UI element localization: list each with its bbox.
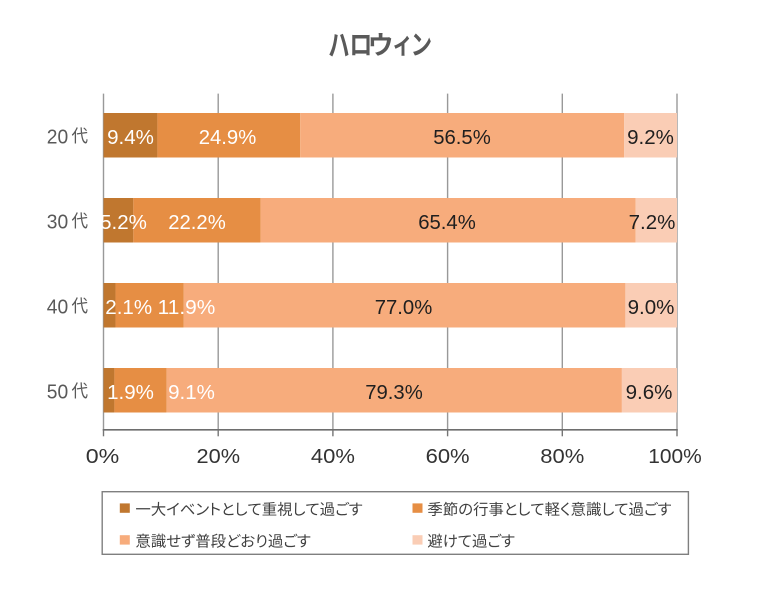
- svg-text:40%: 40%: [311, 445, 355, 468]
- svg-text:11.9%: 11.9%: [158, 296, 216, 319]
- svg-text:20: 20: [47, 125, 68, 148]
- svg-text:77.0%: 77.0%: [375, 296, 433, 319]
- svg-text:40: 40: [47, 295, 68, 318]
- svg-text:9.4%: 9.4%: [107, 126, 154, 149]
- svg-text:5.2%: 5.2%: [100, 211, 147, 234]
- svg-text:9.0%: 9.0%: [628, 296, 675, 319]
- svg-text:50: 50: [47, 380, 68, 403]
- svg-text:9.6%: 9.6%: [626, 381, 673, 404]
- svg-text:7.2%: 7.2%: [629, 211, 676, 234]
- svg-text:30: 30: [47, 210, 68, 233]
- svg-text:20%: 20%: [197, 445, 241, 468]
- svg-text:22.2%: 22.2%: [168, 211, 226, 234]
- svg-text:80%: 80%: [540, 445, 584, 468]
- svg-text:2.1%: 2.1%: [105, 296, 152, 319]
- svg-text:65.4%: 65.4%: [418, 211, 476, 234]
- svg-text:24.9%: 24.9%: [199, 126, 257, 149]
- svg-text:100%: 100%: [648, 445, 702, 468]
- svg-text:1.9%: 1.9%: [107, 381, 154, 404]
- svg-text:60%: 60%: [426, 445, 470, 468]
- svg-text:9.1%: 9.1%: [168, 381, 215, 404]
- svg-text:0%: 0%: [86, 445, 120, 468]
- svg-text:56.5%: 56.5%: [433, 126, 491, 149]
- svg-text:9.2%: 9.2%: [627, 126, 674, 149]
- svg-text:79.3%: 79.3%: [365, 381, 423, 404]
